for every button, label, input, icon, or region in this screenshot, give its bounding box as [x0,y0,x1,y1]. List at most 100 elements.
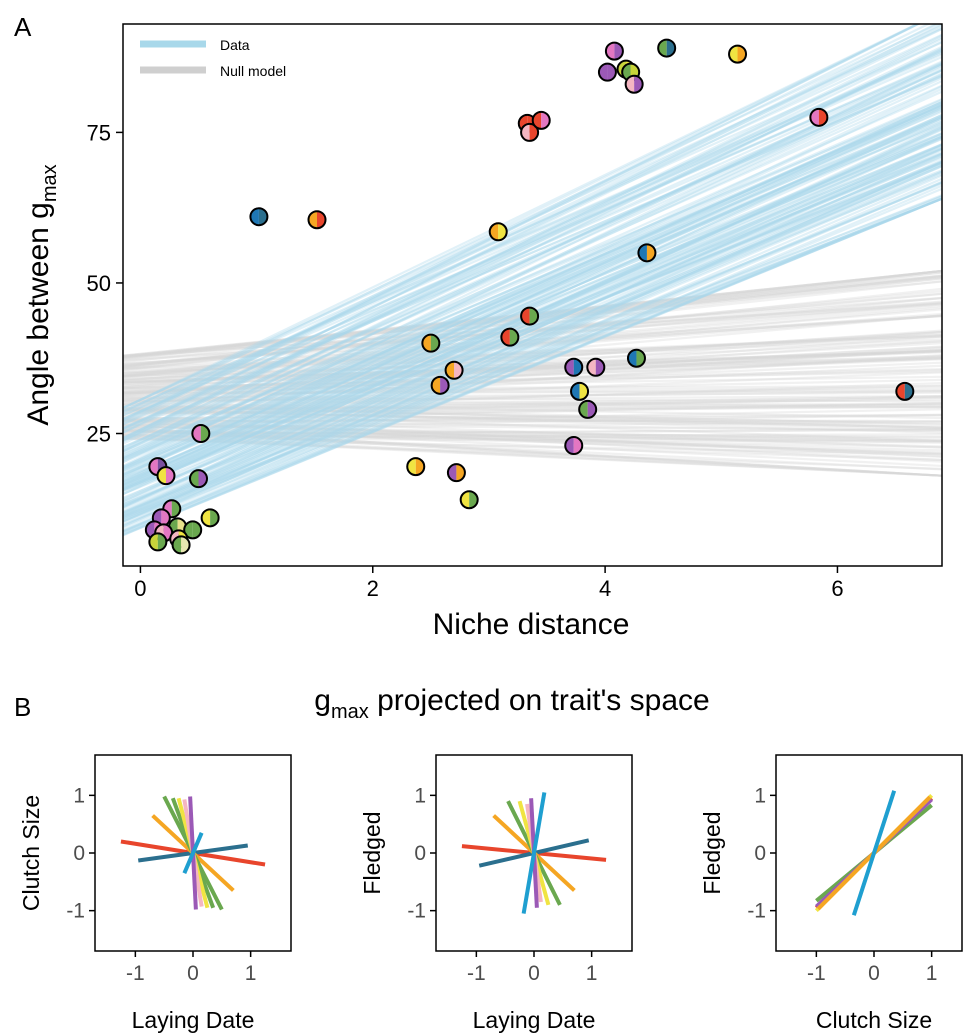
point-outline [307,210,327,230]
band-line [123,345,942,395]
band-line [123,346,942,393]
panel-b-projections: -1 0 1 -1 0 1 Laying Date Clutch Size -1 0 1 -1 0 1 La… [18,754,963,1033]
band-line [123,367,942,390]
band-line [123,357,942,385]
band-line [123,195,942,536]
x-tick-label: 1 [245,962,257,985]
scatter-point [171,535,191,555]
band-line [123,401,942,420]
band-line [123,63,942,434]
band-line [123,115,942,486]
y-tick-label: 50 [87,271,111,296]
band-line [123,335,942,397]
band-line [123,87,942,478]
band-line [123,302,942,357]
band-line [123,339,942,395]
scatter-point [191,424,211,444]
band-line [123,74,942,430]
band-line [123,36,942,442]
band-line [123,50,942,439]
panel-a-scatter: 0 2 4 6 25 50 75 Data Null model Niche distanc… [22,23,943,641]
projection-line [851,790,897,916]
band-line [123,436,942,477]
scatter-point [459,490,479,510]
projection-plot-2: -1 0 1 -1 0 1 Laying Date Fledged [359,754,633,1033]
band-line [123,350,942,384]
axes-a: 0 2 4 6 25 50 75 [87,120,844,601]
band-line [123,433,942,439]
band-line [123,74,942,449]
band-line [123,335,942,371]
band-line [123,110,942,459]
band-line [123,62,942,463]
band-line [123,41,942,409]
legend: Data Null model [140,37,286,79]
band-line [123,101,942,478]
band-line [123,132,942,476]
band-line [123,147,942,513]
band-line [123,163,942,491]
point-outline [156,466,176,486]
band-line [123,355,942,405]
band-line [123,418,942,459]
point-outline [189,469,209,489]
scatter-point [531,110,551,130]
point-outline [183,520,203,540]
scatter-point [488,222,508,242]
band-line [123,312,942,378]
legend-label-null: Null model [220,63,286,79]
band-line [123,101,942,448]
panel-label-a: A [14,12,32,42]
band-line [123,404,942,429]
band-line [123,123,942,462]
panel-b-title: gmax projected on trait's space [314,684,709,723]
band-line [123,27,942,409]
band-line [123,171,942,523]
band-line [123,342,942,390]
band-line [123,419,942,422]
band-line [123,24,920,414]
band-line [123,104,942,457]
y-tick-label: -1 [407,900,426,923]
band-line [123,55,942,417]
point-outline [809,107,829,127]
band-line [123,109,942,483]
y-tick-label: 1 [73,784,85,807]
band-line [123,155,942,518]
band-line [123,303,942,367]
band-line [123,69,942,429]
scatter-point [604,41,624,61]
band-line [123,24,941,410]
band-line [123,197,942,532]
band-line [123,338,942,375]
band-line [123,170,942,506]
band-line [123,390,942,395]
point-outline [200,508,220,528]
band-line [123,430,942,438]
band-line [123,62,942,420]
band-line [123,106,942,486]
band-line [123,409,942,442]
band-line [123,103,942,487]
band-line [123,426,942,477]
band-line [123,174,942,530]
projection-lines [461,792,607,914]
band-line [123,149,942,511]
band-line [123,75,942,430]
scatter-point [564,357,584,377]
y-tick-label: 1 [754,784,766,807]
band-line [123,375,942,390]
band-line [123,47,942,451]
band-line [123,378,942,398]
scatter-point [421,333,441,353]
band-line [123,396,942,417]
band-line [123,169,942,499]
band-line [123,177,942,532]
band-line [123,384,942,409]
point-outline [446,463,466,483]
band-line [123,296,942,359]
band-line [123,424,942,455]
scatter-point [249,207,269,227]
band-line [123,349,942,397]
